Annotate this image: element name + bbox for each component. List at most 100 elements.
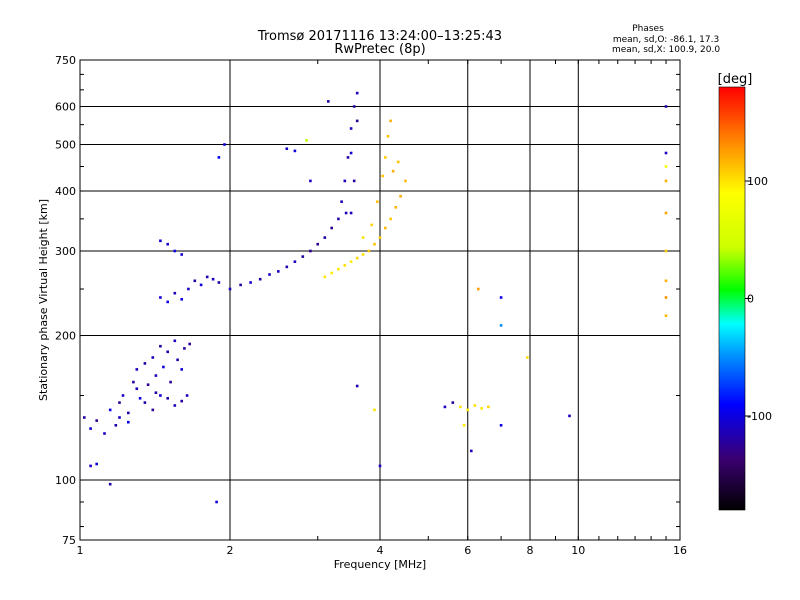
data-point [118,401,121,404]
data-point [151,356,155,359]
data-point [95,462,98,466]
data-point [166,350,169,354]
data-point [664,211,668,215]
data-point [399,195,402,198]
data-point [173,404,177,407]
y-axis-ticks: 75 100 200 300 400 500 600 750 [55,54,680,547]
data-point [330,271,333,275]
data-point [487,405,490,409]
data-point [664,105,668,108]
data-point [249,281,252,284]
data-point [188,342,191,346]
data-point [352,179,356,183]
chart-title: Tromsø 20171116 13:24:00–13:25:43 [257,29,502,44]
data-point [135,387,139,390]
data-point [108,482,112,486]
data-point [83,416,86,419]
chart-subtitle: RwPretec (8p) [334,42,425,57]
data-point [568,414,571,418]
data-point [239,283,242,287]
data-point [180,368,183,371]
data-point [337,217,340,221]
data-point [327,100,330,103]
data-point [355,91,359,95]
data-point [394,206,397,209]
data-point [343,179,347,183]
data-points [83,91,668,504]
data-point [459,405,462,409]
data-point [378,236,382,239]
data-point [664,296,668,299]
data-point [477,287,480,291]
data-point [285,265,289,269]
x-tick-label-16: 16 [673,544,687,557]
data-point [343,264,347,267]
data-point [480,407,483,410]
data-point [173,339,177,343]
data-point [443,405,447,409]
data-point [89,427,92,430]
colorbar-tick-label--100: -100 [747,410,772,423]
data-point [228,287,232,291]
data-point [384,156,387,159]
data-point [466,408,469,412]
data-point [103,432,106,435]
data-point [355,119,359,123]
data-point [114,424,118,427]
data-point [211,277,215,281]
data-point [108,408,112,412]
y-tick-label-100: 100 [55,474,76,487]
data-point [215,500,218,504]
data-point [389,119,392,123]
x-tick-label-6: 6 [464,544,471,557]
data-point [361,253,365,256]
data-point [143,362,147,365]
data-point [391,169,395,173]
data-point [143,401,147,404]
data-point [337,267,340,271]
data-point [199,283,203,287]
data-point [135,368,139,371]
data-point [361,236,365,239]
data-point [127,420,130,424]
data-point [664,151,668,155]
x-tick-label-10: 10 [571,544,585,557]
data-point [396,160,400,164]
x-tick-label-1: 1 [77,544,84,557]
y-tick-label-750: 750 [55,54,76,67]
colorbar-tick-label-0: 0 [747,293,754,306]
data-point [349,151,353,155]
data-point [473,404,477,407]
x-axis-label: Frequency [MHz] [334,558,426,571]
colorbar-tick-label-100: 100 [747,175,768,188]
y-tick-label-300: 300 [55,245,76,258]
data-point [180,298,183,301]
data-point [664,179,668,183]
data-point [664,249,668,253]
data-point [132,380,135,384]
data-point [305,139,308,142]
data-point [293,149,297,153]
x-tick-label-8: 8 [527,544,534,557]
data-point [159,394,162,397]
data-point [349,260,353,263]
data-point [173,249,177,253]
data-point [373,242,376,246]
data-point [664,165,668,168]
data-point [118,416,121,419]
data-point [166,397,169,400]
data-point [180,399,183,403]
data-point [223,143,226,146]
data-point [344,211,348,215]
data-point [183,347,186,350]
data-point [217,156,221,159]
data-point [381,174,384,178]
stats-line-x: mean, sd,X: 100.9, 20.0 [612,45,720,55]
data-point [499,296,503,299]
data-point [151,408,155,412]
colorbar-ticks: 100 0 -100 [745,175,772,423]
data-point [349,211,353,215]
data-point [159,296,162,299]
data-point [378,464,382,468]
x-tick-label-4: 4 [377,544,384,557]
